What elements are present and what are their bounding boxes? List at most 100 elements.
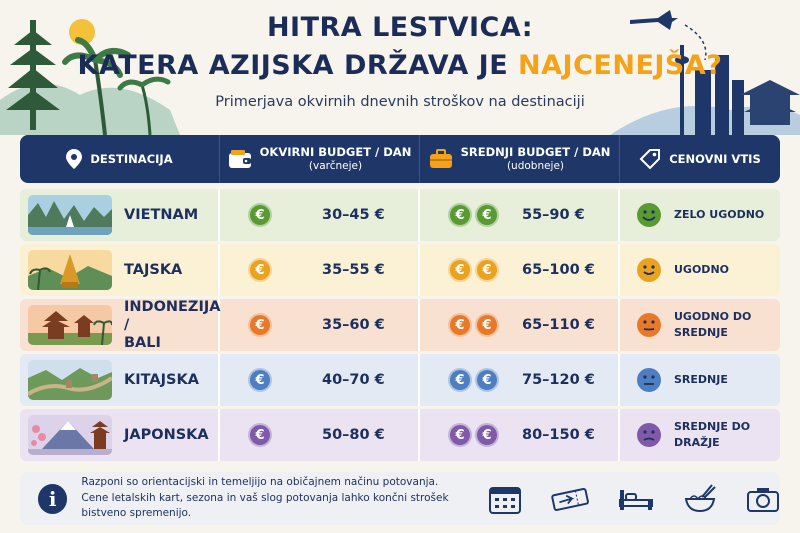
impression-line: UGODNO DO bbox=[674, 310, 752, 324]
euro-coin-icon: € bbox=[448, 368, 472, 392]
euro-coin-icon: € bbox=[475, 203, 499, 227]
euro-coin-icon: € bbox=[248, 258, 272, 282]
budget-cell: € 50–80 € bbox=[220, 409, 420, 461]
mid-budget-cell: € € 80–150 € bbox=[420, 409, 620, 461]
destination-thumbnail bbox=[28, 415, 112, 455]
impression-cell: SREDNJE bbox=[620, 354, 780, 406]
suitcase-icon bbox=[429, 149, 452, 168]
budget-cell: € 35–55 € bbox=[220, 244, 420, 296]
budget-cell: € 35–60 € bbox=[220, 299, 420, 351]
table-row: VIETNAM € 30–45 € € € 55–90 € ZELO UGODNO bbox=[20, 189, 780, 241]
coin-group: € bbox=[248, 368, 308, 392]
impression-cell: ZELO UGODNO bbox=[620, 189, 780, 241]
impression-text: SREDNJE bbox=[674, 372, 728, 388]
destination-cell: TAJSKA bbox=[20, 244, 220, 296]
footer-note-text: Razponi so orientacijski in temeljijo na… bbox=[81, 475, 449, 520]
country-name-line: VIETNAM bbox=[124, 206, 199, 223]
country-name: VIETNAM bbox=[124, 206, 198, 224]
euro-coin-icon: € bbox=[475, 258, 499, 282]
table-row: KITAJSKA € 40–70 € € € 75–120 € SREDNJE bbox=[20, 354, 780, 406]
impression-line: SREDNJE bbox=[674, 373, 728, 387]
coin-group: € bbox=[248, 423, 308, 447]
header-budget-label: OKVIRNI BUDGET / DAN bbox=[259, 144, 412, 159]
coin-group: € € bbox=[448, 203, 508, 227]
impression-text: UGODNO bbox=[674, 262, 729, 278]
page-title-line2: KATERA AZIJSKA DRŽAVA JE NAJCENEJŠA? bbox=[0, 50, 800, 81]
impression-cell: SREDNJE DO DRAŽJE bbox=[620, 409, 780, 461]
mid-budget-price: 75–120 € bbox=[522, 372, 595, 388]
table-header: DESTINACIJA OKVIRNI BUDGET / DAN (varčnej… bbox=[20, 135, 780, 183]
mid-budget-price: 65–110 € bbox=[522, 317, 595, 333]
bed-icon bbox=[619, 489, 653, 510]
face-very-happy-icon bbox=[637, 203, 661, 227]
country-name: KITAJSKA bbox=[124, 371, 199, 389]
face-neutral-icon bbox=[637, 368, 661, 392]
country-name: TAJSKA bbox=[124, 261, 182, 279]
impression-line: SREDNJE bbox=[674, 326, 728, 339]
budget-price: 40–70 € bbox=[322, 372, 385, 388]
header-mid-label: SREDNJI BUDGET / DAN bbox=[460, 144, 611, 159]
euro-coin-icon: € bbox=[248, 423, 272, 447]
mid-budget-cell: € € 65–100 € bbox=[420, 244, 620, 296]
destination-cell: KITAJSKA bbox=[20, 354, 220, 406]
camera-icon bbox=[747, 487, 779, 512]
euro-coin-icon: € bbox=[248, 203, 272, 227]
footer-note-box: i Razponi so orientacijski in temeljijo … bbox=[20, 472, 780, 525]
header-impression: CENOVNI VTIS bbox=[620, 135, 780, 183]
budget-cell: € 30–45 € bbox=[220, 189, 420, 241]
info-icon: i bbox=[38, 483, 68, 514]
footer-icons bbox=[488, 483, 780, 515]
table-row: TAJSKA € 35–55 € € € 65–100 € UGODNO bbox=[20, 244, 780, 296]
mid-budget-cell: € € 55–90 € bbox=[420, 189, 620, 241]
destination-thumbnail bbox=[28, 250, 112, 290]
wallet-icon bbox=[228, 150, 251, 168]
country-name-line: JAPONSKA bbox=[124, 426, 209, 443]
coin-group: € € bbox=[448, 258, 508, 282]
price-tag-icon bbox=[639, 149, 661, 170]
face-neutral-smile-icon bbox=[637, 313, 661, 337]
country-name: INDONEZIJA / BALI bbox=[124, 299, 220, 351]
euro-coin-icon: € bbox=[475, 368, 499, 392]
euro-coin-icon: € bbox=[448, 203, 472, 227]
country-name: JAPONSKA bbox=[124, 426, 209, 444]
mid-budget-cell: € € 65–110 € bbox=[420, 299, 620, 351]
header-mid-budget: SREDNJI BUDGET / DAN (udobneje) bbox=[420, 135, 620, 183]
destination-thumbnail bbox=[28, 305, 112, 345]
country-name-line: BALI bbox=[124, 335, 161, 351]
destination-cell: INDONEZIJA / BALI bbox=[20, 299, 220, 351]
euro-coin-icon: € bbox=[248, 368, 272, 392]
page-title-line1: HITRA LESTVICA: bbox=[266, 12, 534, 43]
country-name-line: INDONEZIJA / bbox=[124, 299, 221, 333]
impression-text: ZELO UGODNO bbox=[674, 207, 764, 223]
pagoda-illustration bbox=[0, 19, 180, 135]
header-destination: DESTINACIJA bbox=[20, 135, 220, 183]
budget-price: 35–55 € bbox=[322, 262, 385, 278]
skyline-illustration bbox=[610, 10, 800, 135]
impression-cell: UGODNO DO SREDNJE bbox=[620, 299, 780, 351]
face-happy-icon bbox=[637, 258, 661, 282]
mid-budget-price: 65–100 € bbox=[522, 262, 595, 278]
impression-line: DRAŽJE bbox=[674, 436, 720, 449]
face-slightly-sad-icon bbox=[637, 423, 661, 447]
impression-line: ZELO UGODNO bbox=[674, 208, 765, 222]
budget-price: 35–60 € bbox=[322, 317, 385, 333]
table-row: JAPONSKA € 50–80 € € € 80–150 € SREDNJE D… bbox=[20, 409, 780, 461]
budget-price: 30–45 € bbox=[322, 207, 385, 223]
coin-group: € € bbox=[448, 368, 508, 392]
calendar-icon bbox=[489, 486, 521, 514]
impression-text: UGODNO DO SREDNJE bbox=[674, 309, 751, 341]
impression-text: SREDNJE DO DRAŽJE bbox=[674, 419, 750, 451]
title-prefix: KATERA AZIJSKA DRŽAVA JE bbox=[77, 50, 519, 81]
destination-thumbnail bbox=[28, 360, 112, 400]
euro-coin-icon: € bbox=[475, 423, 499, 447]
budget-cell: € 40–70 € bbox=[220, 354, 420, 406]
noodle-bowl-icon bbox=[684, 483, 716, 512]
coin-group: € € bbox=[448, 423, 508, 447]
euro-coin-icon: € bbox=[448, 313, 472, 337]
destination-cell: VIETNAM bbox=[20, 189, 220, 241]
destination-thumbnail bbox=[28, 195, 112, 235]
coin-group: € € bbox=[448, 313, 508, 337]
title-highlight: NAJCENEJŠA? bbox=[518, 50, 723, 81]
table-row: INDONEZIJA / BALI € 35–60 € € € 65–110 € U… bbox=[20, 299, 780, 351]
header-mid-sub: (udobneje) bbox=[506, 159, 565, 172]
